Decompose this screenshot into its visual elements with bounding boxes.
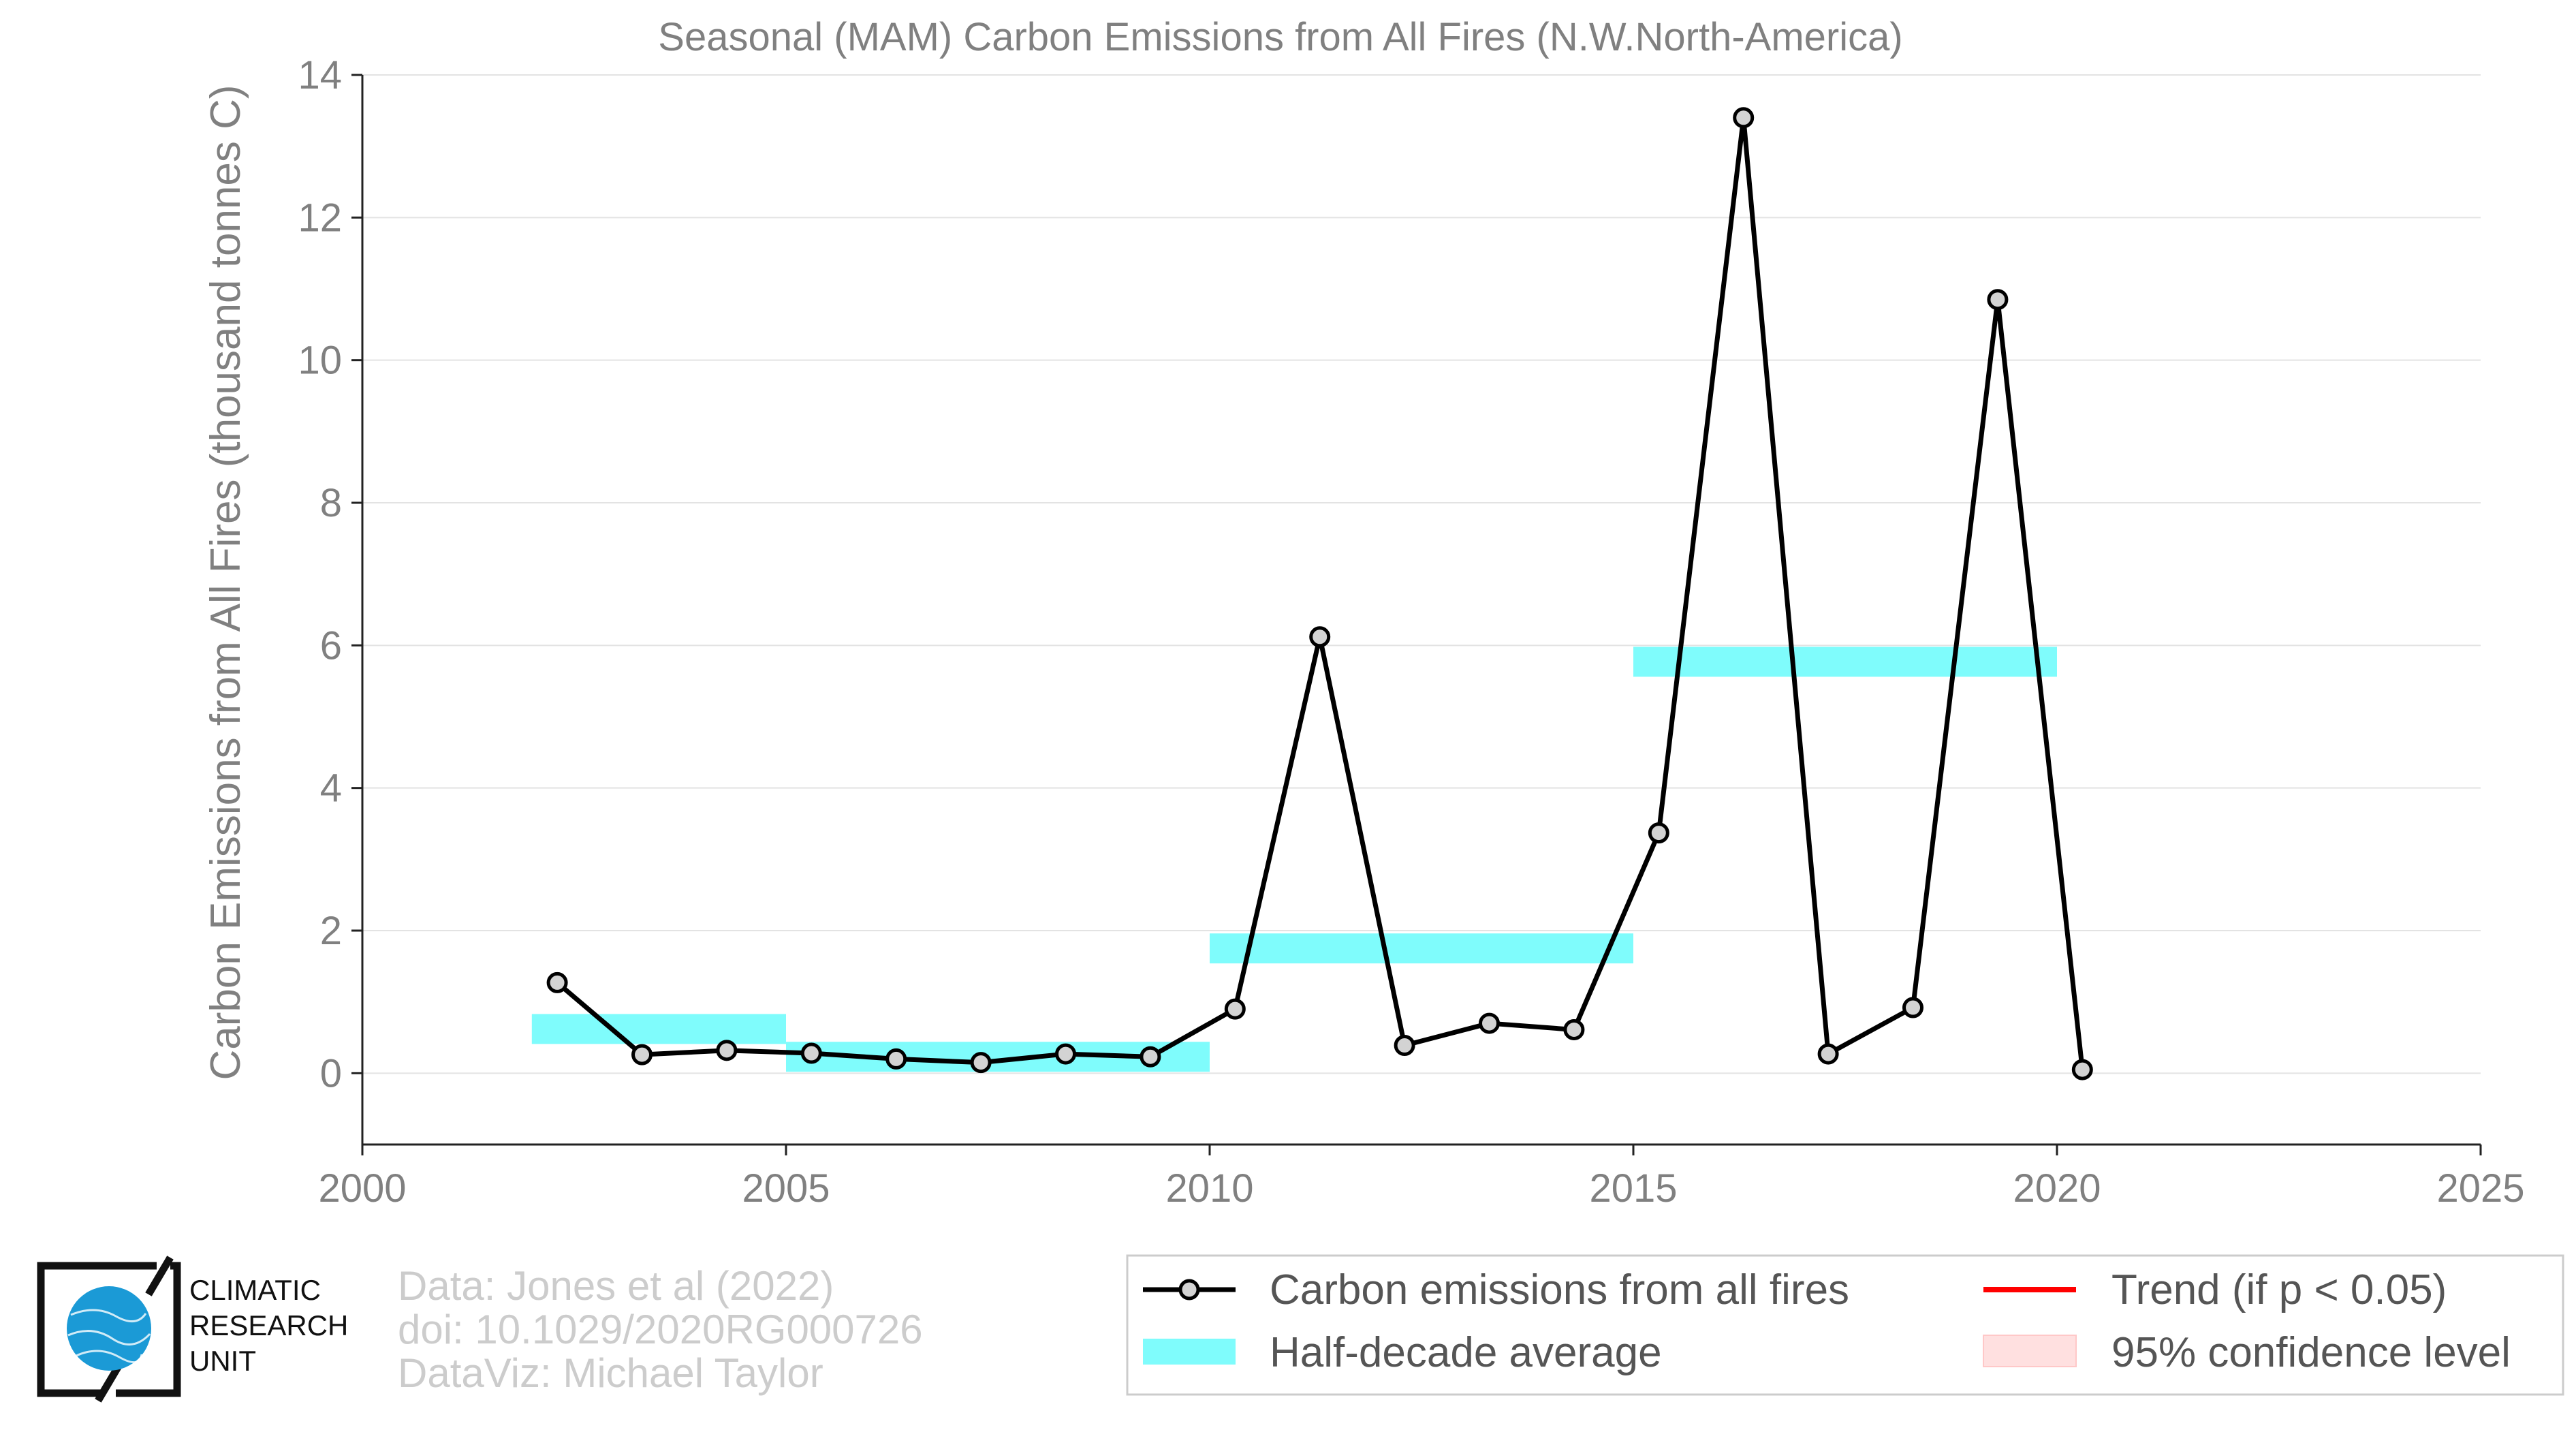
data-point: [1902, 997, 1924, 1018]
data-point: [800, 1042, 822, 1064]
data-point: [885, 1048, 907, 1070]
y-tick-label: 6: [320, 623, 342, 668]
credit-dataviz: DataViz: Michael Taylor: [398, 1350, 823, 1396]
y-tick-label: 4: [320, 766, 342, 811]
half-decade-band: [1210, 933, 1633, 964]
logo-line-1: CLIMATIC: [189, 1274, 321, 1306]
legend-label-confidence: 95% confidence level: [2111, 1329, 2511, 1376]
data-point: [1055, 1043, 1077, 1065]
logo-frame-right: [116, 1262, 181, 1397]
data-point: [1817, 1043, 1839, 1065]
half-decade-band: [1633, 647, 2057, 677]
y-tick-label: 10: [298, 339, 342, 383]
data-point: [1394, 1035, 1415, 1057]
globe-contour-2: [67, 1330, 151, 1345]
series-points: [546, 107, 2093, 1080]
data-point: [970, 1052, 992, 1074]
y-tick-label: 2: [320, 909, 342, 953]
legend-label-half-decade: Half-decade average: [1270, 1329, 1662, 1376]
x-tick-label: 2005: [742, 1166, 830, 1211]
globe-icon: [67, 1286, 151, 1371]
grid: [362, 74, 2481, 1074]
y-tick-label: 8: [320, 481, 342, 525]
data-point: [1224, 998, 1246, 1020]
globe-contour-3: [76, 1350, 143, 1363]
legend-label-trend: Trend (if p < 0.05): [2111, 1266, 2447, 1313]
data-point: [1479, 1012, 1501, 1034]
credit-data-source: Data: Jones et al (2022): [398, 1263, 834, 1309]
y-tick-label: 0: [320, 1051, 342, 1095]
logo-line-3: UNIT: [189, 1345, 256, 1377]
credit-doi: doi: 10.1029/2020RG000726: [398, 1307, 923, 1352]
chart-title: Seasonal (MAM) Carbon Emissions from All…: [658, 15, 1902, 59]
data-point: [1140, 1046, 1161, 1068]
logo-line-2: RESEARCH: [189, 1309, 348, 1341]
data-point: [1563, 1018, 1585, 1040]
legend-marker-swatch: [1178, 1279, 1200, 1301]
legend-label-emissions: Carbon emissions from all fires: [1270, 1266, 1849, 1313]
y-tick-label: 14: [298, 53, 342, 97]
x-tick-label: 2015: [1589, 1166, 1677, 1211]
data-point: [546, 971, 568, 993]
axes: 0 2 4 6 8 10 12 14 2000 2005 2010 2015 2020 2025: [298, 53, 2524, 1211]
x-tick-label: 2010: [1165, 1166, 1253, 1211]
data-point: [631, 1044, 653, 1065]
legend-band-swatch: [1143, 1339, 1236, 1365]
globe-contour-1: [70, 1309, 147, 1322]
data-point: [2071, 1059, 2093, 1080]
legend-frame: [1126, 1254, 2564, 1396]
data-point: [1309, 626, 1331, 648]
data-point: [716, 1040, 738, 1061]
y-tick-label: 12: [298, 196, 342, 240]
x-tick-label: 2020: [2013, 1166, 2101, 1211]
logo-slash-top: [145, 1256, 174, 1296]
legend: Carbon emissions from all fires Half-dec…: [1126, 1254, 2564, 1396]
data-point: [1733, 107, 1755, 129]
y-axis-label: Carbon Emissions from All Fires (thousan…: [202, 84, 249, 1080]
logo-frame-left: [37, 1262, 157, 1397]
x-tick-label: 2025: [2436, 1166, 2524, 1211]
data-point: [1648, 822, 1669, 844]
legend-confidence-swatch: [1983, 1335, 2077, 1367]
x-tick-label: 2000: [318, 1166, 406, 1211]
data-point: [1987, 289, 2009, 311]
half-decade-band: [531, 1014, 786, 1044]
cru-logo: CLIMATIC RESEARCH UNIT: [37, 1256, 348, 1403]
